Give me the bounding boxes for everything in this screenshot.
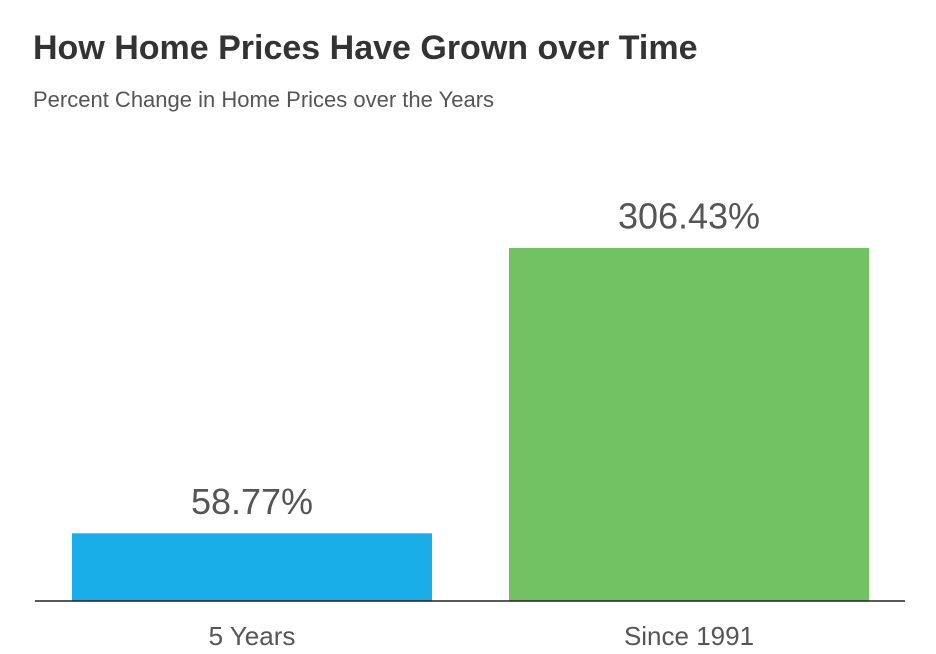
bar — [509, 248, 869, 601]
x-tick-label: Since 1991 — [624, 621, 754, 651]
x-tick-label: 5 Years — [209, 621, 296, 651]
bar — [72, 533, 432, 601]
chart-subtitle: Percent Change in Home Prices over the Y… — [33, 87, 494, 112]
chart-title: How Home Prices Have Grown over Time — [33, 29, 698, 67]
value-label: 306.43% — [618, 196, 760, 237]
value-label: 58.77% — [191, 481, 313, 522]
